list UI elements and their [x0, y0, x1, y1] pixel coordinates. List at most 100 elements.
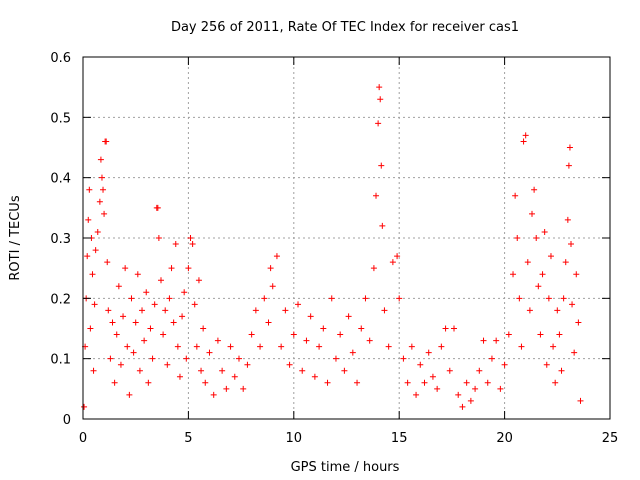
data-point: [522, 132, 529, 139]
data-point: [176, 373, 183, 380]
chart-title: Day 256 of 2011, Rate Of TEC Index for r…: [171, 20, 519, 35]
data-point: [164, 361, 171, 368]
data-point: [349, 349, 356, 356]
y-axis-label: ROTI / TECUs: [8, 195, 23, 280]
data-point: [518, 343, 525, 350]
data-point: [514, 235, 521, 241]
data-point: [400, 355, 407, 362]
data-point: [354, 379, 361, 386]
data-point: [181, 289, 188, 296]
data-point: [113, 331, 120, 338]
data-point: [571, 349, 578, 356]
data-point: [385, 343, 392, 350]
data-point: [512, 192, 519, 199]
x-tick-label: 0: [79, 431, 87, 446]
data-point: [299, 367, 306, 374]
data-point: [516, 295, 523, 302]
data-point: [341, 367, 348, 374]
data-point: [577, 397, 584, 404]
data-point: [136, 367, 143, 374]
data-points: [81, 84, 584, 410]
data-point: [533, 235, 540, 241]
data-point: [219, 367, 226, 374]
data-point: [564, 216, 571, 223]
data-point: [526, 307, 533, 314]
data-point: [552, 379, 559, 386]
y-tick-label: 0: [63, 413, 71, 428]
data-point: [520, 138, 527, 145]
data-point: [193, 343, 200, 350]
data-point: [267, 265, 274, 272]
data-point: [459, 403, 466, 410]
data-point: [111, 379, 118, 386]
data-point: [265, 319, 272, 326]
data-point: [337, 331, 344, 338]
y-tick-label: 0.3: [50, 232, 71, 247]
data-point: [168, 265, 175, 272]
data-point: [332, 355, 339, 362]
data-point: [244, 361, 251, 368]
data-point: [497, 385, 504, 392]
x-tick-labels: 0 5 10 15 20 25: [79, 431, 618, 446]
x-tick-label: 15: [391, 431, 408, 446]
data-point: [286, 361, 293, 368]
x-tick-label: 5: [184, 431, 192, 446]
data-point: [550, 343, 557, 350]
data-point: [139, 307, 146, 314]
data-point: [166, 295, 173, 302]
data-point: [379, 222, 386, 229]
data-point: [429, 373, 436, 380]
data-point: [566, 144, 573, 151]
data-point: [141, 337, 148, 344]
data-point: [132, 319, 139, 326]
data-point: [206, 349, 213, 356]
data-point: [455, 391, 462, 398]
data-point: [575, 319, 582, 326]
data-point: [89, 271, 96, 278]
data-point: [143, 289, 150, 296]
data-point: [257, 343, 264, 350]
data-point: [191, 301, 198, 308]
data-point: [261, 295, 268, 302]
data-point: [539, 271, 546, 278]
y-tick-labels: 0 0.1 0.2 0.3 0.4 0.5 0.6: [50, 51, 71, 428]
data-point: [377, 96, 384, 103]
data-point: [202, 379, 209, 386]
x-tick-label: 10: [286, 431, 303, 446]
data-point: [189, 241, 196, 248]
data-point: [149, 355, 156, 362]
data-point: [543, 361, 550, 368]
data-point: [373, 192, 380, 199]
data-point: [417, 361, 424, 368]
data-point: [404, 379, 411, 386]
data-point: [541, 228, 548, 235]
data-point: [172, 241, 179, 248]
data-point: [556, 331, 563, 338]
data-point: [154, 204, 161, 211]
data-point: [97, 156, 104, 163]
data-point: [126, 391, 133, 398]
data-point: [303, 337, 310, 344]
data-point: [170, 319, 177, 326]
data-point: [425, 349, 432, 356]
data-point: [109, 319, 116, 326]
data-point: [545, 295, 552, 302]
data-point: [434, 385, 441, 392]
data-point: [389, 259, 396, 266]
y-tick-label: 0.1: [50, 353, 71, 368]
data-point: [210, 391, 217, 398]
data-point: [223, 385, 230, 392]
data-point: [467, 397, 474, 404]
data-point: [187, 235, 194, 241]
data-point: [463, 379, 470, 386]
data-point: [198, 367, 205, 374]
data-point: [531, 186, 538, 193]
data-point: [560, 295, 567, 302]
data-point: [84, 253, 91, 260]
data-point: [484, 379, 491, 386]
data-point: [120, 313, 127, 320]
data-point: [90, 367, 97, 374]
data-point: [316, 343, 323, 350]
data-point: [174, 343, 181, 350]
